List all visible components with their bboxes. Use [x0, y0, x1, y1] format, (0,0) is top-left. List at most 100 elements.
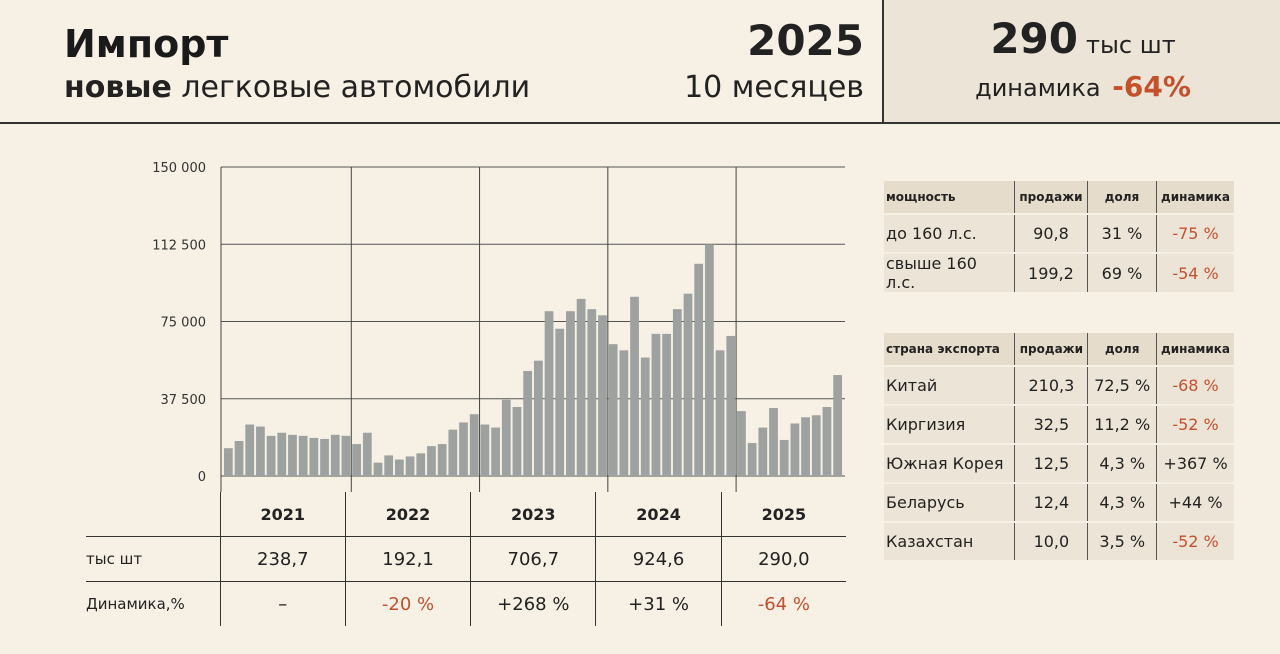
bar: [811, 415, 821, 476]
country-label: Южная Корея: [884, 443, 1015, 483]
bar: [769, 408, 778, 476]
sales-cell: 12,5: [1014, 443, 1088, 483]
page-title: Импорт: [64, 22, 229, 66]
header-cell: мощность: [884, 181, 1015, 214]
header-cell: динамика: [1156, 181, 1234, 214]
dynamics-cell: +44 %: [1156, 482, 1234, 522]
country-label: Казахстан: [884, 521, 1015, 560]
bar: [373, 462, 383, 476]
bar: [491, 427, 500, 476]
bar: [245, 424, 255, 476]
bar: [256, 426, 265, 476]
country-label: Беларусь: [884, 482, 1015, 522]
power-row: свыше 160 л.с. 199,2 69 % -54 %: [884, 252, 1234, 292]
header-cell: продажи: [1013, 181, 1088, 214]
bar: [437, 444, 447, 476]
share-cell: 72,5 %: [1087, 365, 1157, 405]
bar: [298, 435, 308, 476]
yearly-summary-table: 2021 2022 2023 2024 2025 тыс шт 238,7 19…: [86, 492, 846, 626]
share-cell: 11,2 %: [1087, 404, 1157, 444]
header-cell: доля: [1087, 333, 1157, 366]
year-cell: 2023: [470, 492, 596, 537]
dynamics-cell: -75 %: [1156, 213, 1234, 253]
monthly-import-chart: 0 37 500 75 000 112 500 150 000: [152, 161, 845, 492]
bar: [747, 443, 757, 476]
dynamics-cell: +268 %: [470, 581, 596, 626]
bar: [523, 370, 533, 476]
header: Импорт новые легковые автомобили 2025 10…: [0, 0, 1280, 124]
dynamics-row: Динамика,% – -20 % +268 % +31 % -64 %: [86, 581, 846, 626]
bar: [651, 333, 661, 476]
bar: [512, 406, 522, 476]
bar: [427, 446, 436, 476]
period-label: 10 месяцев: [684, 70, 864, 105]
bar: [341, 435, 351, 476]
dynamics-cell: -64 %: [720, 581, 846, 626]
header-cell: доля: [1086, 181, 1157, 214]
bar: [469, 414, 479, 476]
dynamics-cell: -52 %: [1156, 404, 1234, 444]
sales-cell: 210,3: [1014, 365, 1088, 405]
bar: [309, 437, 319, 476]
volume-row: тыс шт 238,7 192,1 706,7 924,6 290,0: [86, 536, 846, 582]
share-cell: 4,3 %: [1087, 482, 1157, 522]
bar: [715, 350, 725, 476]
bar: [320, 438, 329, 476]
power-table: мощность продажи доля динамика до 160 л.…: [884, 181, 1234, 292]
bar: [405, 456, 415, 476]
subtitle-bold: новые: [64, 70, 172, 105]
share-cell: 31 %: [1086, 213, 1157, 253]
bar: [801, 417, 810, 476]
volume-cell: 924,6: [595, 536, 722, 582]
dynamics-cell: +31 %: [595, 581, 722, 626]
kpi-dynamics: динамика -64%: [884, 70, 1280, 103]
bar: [384, 455, 394, 476]
page-subtitle: новые легковые автомобили: [64, 70, 530, 105]
bar: [352, 444, 362, 476]
year-cell: 2024: [595, 492, 722, 537]
bar: [608, 344, 618, 476]
bar: [544, 311, 554, 476]
empty-cell: [86, 492, 220, 537]
country-header-row: страна экспорта продажи доля динамика: [884, 333, 1234, 366]
kpi-value: 290: [990, 14, 1078, 63]
bar: [459, 422, 468, 476]
volume-cell: 290,0: [720, 536, 846, 582]
bar: [501, 399, 511, 476]
bar: [288, 434, 297, 476]
bar: [394, 459, 404, 476]
bar: [758, 427, 768, 476]
sales-cell: 12,4: [1014, 482, 1088, 522]
power-label: до 160 л.с.: [884, 213, 1015, 253]
year-label: 2025: [747, 16, 864, 65]
dynamics-cell: –: [219, 581, 346, 626]
y-tick-label: 150 000: [152, 161, 206, 176]
bar: [833, 375, 843, 476]
bar: [480, 424, 490, 476]
row-label: тыс шт: [86, 536, 221, 582]
bar: [223, 448, 233, 476]
share-cell: 69 %: [1086, 252, 1157, 292]
country-row: Китай 210,3 72,5 % -68 %: [884, 365, 1234, 405]
country-row: Южная Корея 12,5 4,3 % +367 %: [884, 443, 1234, 483]
header-cell: страна экспорта: [884, 333, 1015, 366]
power-row: до 160 л.с. 90,8 31 % -75 %: [884, 213, 1234, 253]
y-tick-label: 0: [198, 470, 206, 485]
bar: [566, 311, 575, 476]
sales-cell: 10,0: [1014, 521, 1088, 560]
dynamics-cell: +367 %: [1156, 443, 1234, 483]
bar: [726, 335, 736, 476]
sales-cell: 32,5: [1014, 404, 1088, 444]
year-cell: 2022: [344, 492, 471, 537]
bar: [266, 435, 276, 476]
bar: [790, 423, 800, 476]
bar: [277, 432, 287, 476]
bar: [619, 350, 629, 476]
dynamics-cell: -20 %: [344, 581, 471, 626]
year-header-row: 2021 2022 2023 2024 2025: [86, 492, 846, 537]
country-label: Китай: [884, 365, 1015, 405]
bar: [704, 244, 714, 476]
subtitle-rest: легковые автомобили: [171, 70, 531, 105]
header-cell: продажи: [1014, 333, 1088, 366]
bar: [533, 360, 543, 476]
